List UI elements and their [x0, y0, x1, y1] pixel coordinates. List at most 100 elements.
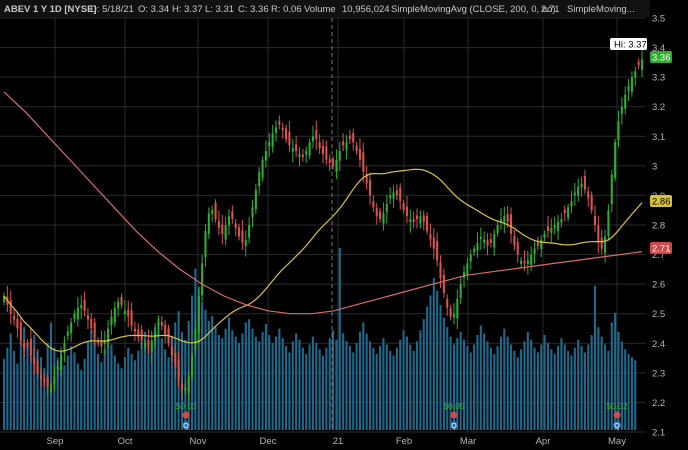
volume-bar [204, 309, 207, 430]
volume-bar [483, 333, 486, 430]
candle-body [624, 94, 627, 109]
volume-bar [86, 341, 89, 430]
candle-body [496, 225, 499, 234]
volume-bar [580, 346, 583, 430]
candle-body [110, 316, 113, 326]
candle-body [355, 145, 358, 152]
volume-bar [560, 338, 563, 430]
volume-bar [627, 354, 630, 430]
volume-bar [56, 360, 59, 430]
volume-bar [607, 350, 610, 430]
candle-body [617, 121, 620, 141]
volume-bar [546, 342, 550, 430]
candle-body [137, 329, 140, 338]
x-tick-label: Nov [190, 436, 207, 447]
volume-bar [325, 347, 328, 430]
candle-body [49, 384, 53, 393]
volume-bar [600, 336, 603, 430]
volume-bar [238, 342, 241, 430]
volume-bar [285, 346, 288, 430]
volume-bar [305, 354, 308, 430]
moving-averages [3, 91, 643, 352]
sma50-value-label: 2.86 [652, 197, 671, 208]
volume-bar [63, 365, 66, 430]
candle-body [439, 262, 442, 279]
candle-body [365, 173, 368, 184]
candle-body [520, 260, 523, 265]
candle-body [604, 236, 607, 254]
candle-body [174, 352, 177, 367]
dividend-marker-label: Q [451, 423, 457, 430]
candle-body [335, 159, 338, 172]
volume-bar [426, 306, 429, 430]
volume-bar [254, 336, 257, 430]
header-bg [0, 0, 650, 17]
volume-bar [412, 350, 415, 430]
candle-body [560, 219, 563, 223]
candle-body [419, 216, 422, 224]
volume-bar [315, 342, 318, 430]
candle-body [567, 207, 570, 218]
volume-bar [234, 336, 237, 430]
candle-body [197, 295, 200, 334]
candle-body [530, 254, 533, 266]
candle-body [224, 225, 227, 240]
volume-bar [593, 285, 597, 430]
candle-body [536, 242, 539, 246]
candle-body [66, 331, 69, 336]
last-price-label: 3.36 [652, 53, 671, 64]
candle-body [39, 375, 42, 379]
volume-bar [70, 346, 73, 430]
candle-body [274, 127, 278, 133]
volume-bar [147, 346, 150, 430]
header-close: C: 3.36 [238, 4, 269, 15]
y-tick-label: 3.5 [652, 14, 665, 25]
volume-bar [526, 331, 529, 430]
volume-bar [557, 346, 560, 430]
candle-body [143, 343, 147, 347]
volume-bar [154, 327, 157, 430]
dividend-marker [613, 421, 621, 429]
volume-bar [442, 317, 445, 430]
candle-body [426, 215, 429, 231]
volume-bar [274, 336, 278, 430]
x-tick-label: Mar [460, 436, 476, 447]
volume-bar [288, 352, 291, 430]
candle-body [476, 242, 479, 251]
dividend-marker-label: Q [183, 423, 189, 430]
volume-bar [520, 349, 523, 430]
volume-bar [540, 344, 543, 430]
dividend-amount: $0.05 [443, 401, 465, 411]
dividend-marker [182, 421, 190, 429]
candle-body [358, 148, 361, 160]
x-tick-label: Oct [118, 436, 133, 447]
candle-body [301, 154, 304, 157]
sma200-line [3, 91, 643, 315]
volume-bar [264, 323, 267, 430]
candle-body [593, 216, 597, 225]
gridlines [0, 17, 646, 433]
volume-value: 10,956,024 [342, 4, 390, 15]
volume-label: Volume [304, 4, 336, 15]
candle-body [231, 211, 234, 220]
volume-bar [66, 355, 69, 430]
candle-body [563, 209, 566, 214]
candle-body [489, 239, 492, 243]
volume-bar [348, 346, 351, 430]
candle-body [177, 359, 180, 382]
volume-bar [617, 331, 620, 430]
volume-bar [362, 322, 365, 430]
candle-body [217, 220, 220, 228]
volume-bar [405, 336, 408, 430]
volume-bar [157, 319, 160, 430]
candle-body [191, 355, 194, 377]
candle-body [395, 190, 398, 196]
volume-bar [614, 312, 617, 430]
candle-body [392, 192, 395, 199]
candle-body [587, 191, 590, 199]
candle-body [550, 227, 553, 233]
y-tick-label: 2.2 [652, 398, 665, 409]
volume-bar [311, 336, 314, 430]
volume-bar [251, 328, 254, 430]
